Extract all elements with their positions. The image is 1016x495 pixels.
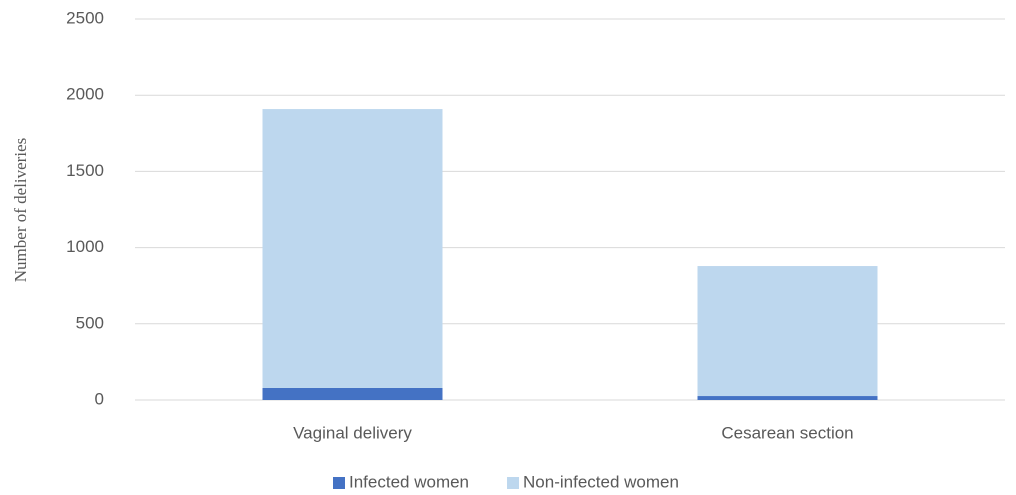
- x-tick-label: Vaginal delivery: [293, 423, 412, 442]
- y-tick-label: 500: [76, 313, 104, 332]
- y-tick-label: 0: [95, 389, 104, 408]
- x-tick-label: Cesarean section: [721, 423, 853, 442]
- legend-swatch: [507, 477, 520, 489]
- y-tick-label: 1500: [66, 161, 104, 180]
- y-tick-label: 1000: [66, 237, 104, 256]
- legend-label: Non-infected women: [523, 472, 679, 491]
- legend-label: Infected women: [349, 472, 469, 491]
- bar-segment: [262, 387, 443, 400]
- bar-segment: [697, 396, 878, 400]
- y-tick-label: 2000: [66, 85, 104, 104]
- y-axis-label: Number of deliveries: [11, 138, 30, 282]
- legend-swatch: [333, 477, 345, 489]
- y-tick-label: 2500: [66, 8, 104, 27]
- bar-segment: [697, 266, 878, 397]
- bar-segment: [262, 109, 443, 388]
